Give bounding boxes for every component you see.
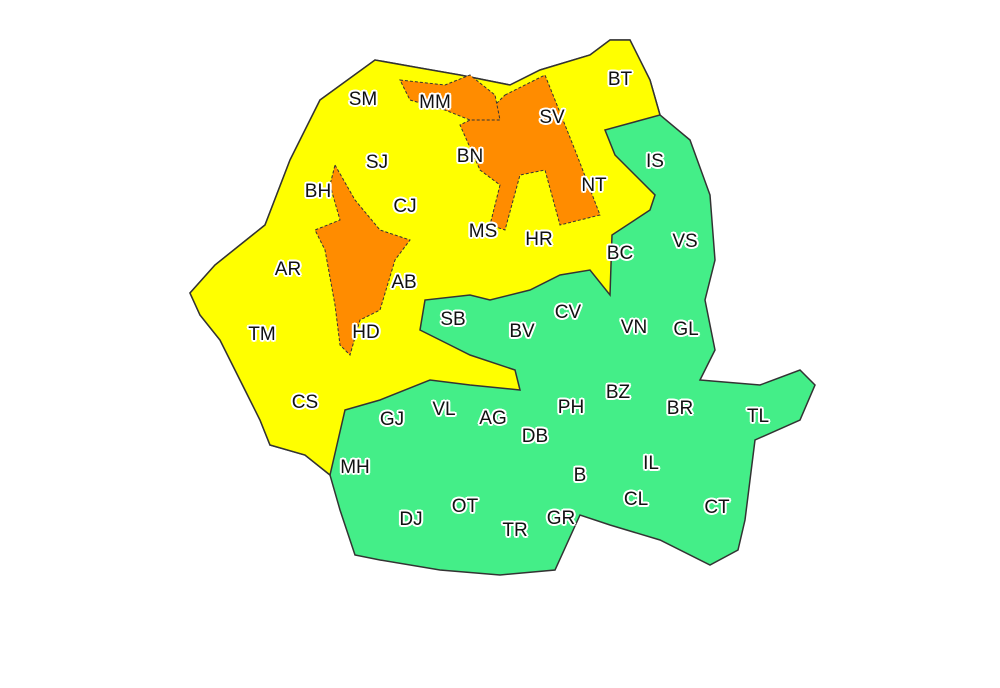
county-label-b: B bbox=[573, 465, 587, 486]
region-orange-west bbox=[314, 163, 411, 356]
county-label-ct: CT bbox=[704, 497, 730, 518]
county-label-tm: TM bbox=[248, 324, 276, 345]
county-label-bt: BT bbox=[607, 69, 633, 90]
county-label-sj: SJ bbox=[365, 152, 389, 173]
county-label-sv: SV bbox=[539, 107, 565, 128]
county-label-vs: VS bbox=[672, 231, 698, 252]
county-label-ab: AB bbox=[391, 272, 417, 293]
county-label-vn: VN bbox=[620, 317, 648, 338]
county-label-cl: CL bbox=[623, 489, 649, 510]
county-label-sb: SB bbox=[440, 309, 466, 330]
county-label-bn: BN bbox=[456, 146, 484, 167]
county-label-cj: CJ bbox=[393, 196, 417, 217]
county-label-ph: PH bbox=[557, 397, 585, 418]
county-label-bz: BZ bbox=[605, 382, 631, 403]
county-label-hd: HD bbox=[352, 322, 380, 343]
county-label-cs: CS bbox=[291, 392, 319, 413]
county-label-br: BR bbox=[666, 398, 694, 419]
county-label-ag: AG bbox=[479, 408, 507, 429]
county-label-il: IL bbox=[643, 453, 659, 474]
county-label-ms: MS bbox=[468, 221, 498, 242]
county-label-nt: NT bbox=[581, 175, 607, 196]
county-label-ar: AR bbox=[274, 259, 302, 280]
county-label-tl: TL bbox=[746, 406, 770, 427]
county-label-tr: TR bbox=[502, 520, 528, 541]
county-label-mm: MM bbox=[419, 92, 451, 113]
county-label-mh: MH bbox=[340, 457, 370, 478]
county-label-gj: GJ bbox=[379, 409, 405, 430]
region-orange-mm bbox=[399, 74, 501, 121]
county-label-ot: OT bbox=[451, 496, 479, 517]
county-label-hr: HR bbox=[525, 229, 553, 250]
county-label-bc: BC bbox=[606, 243, 634, 264]
county-label-bh: BH bbox=[304, 181, 332, 202]
county-label-sm: SM bbox=[348, 89, 378, 110]
county-label-is: IS bbox=[646, 151, 664, 172]
county-label-gr: GR bbox=[546, 508, 576, 529]
county-label-bv: BV bbox=[509, 321, 535, 342]
county-label-dj: DJ bbox=[399, 509, 423, 530]
county-label-cv: CV bbox=[554, 302, 582, 323]
county-label-vl: VL bbox=[432, 399, 456, 420]
county-label-gl: GL bbox=[673, 319, 699, 340]
county-label-db: DB bbox=[521, 426, 549, 447]
